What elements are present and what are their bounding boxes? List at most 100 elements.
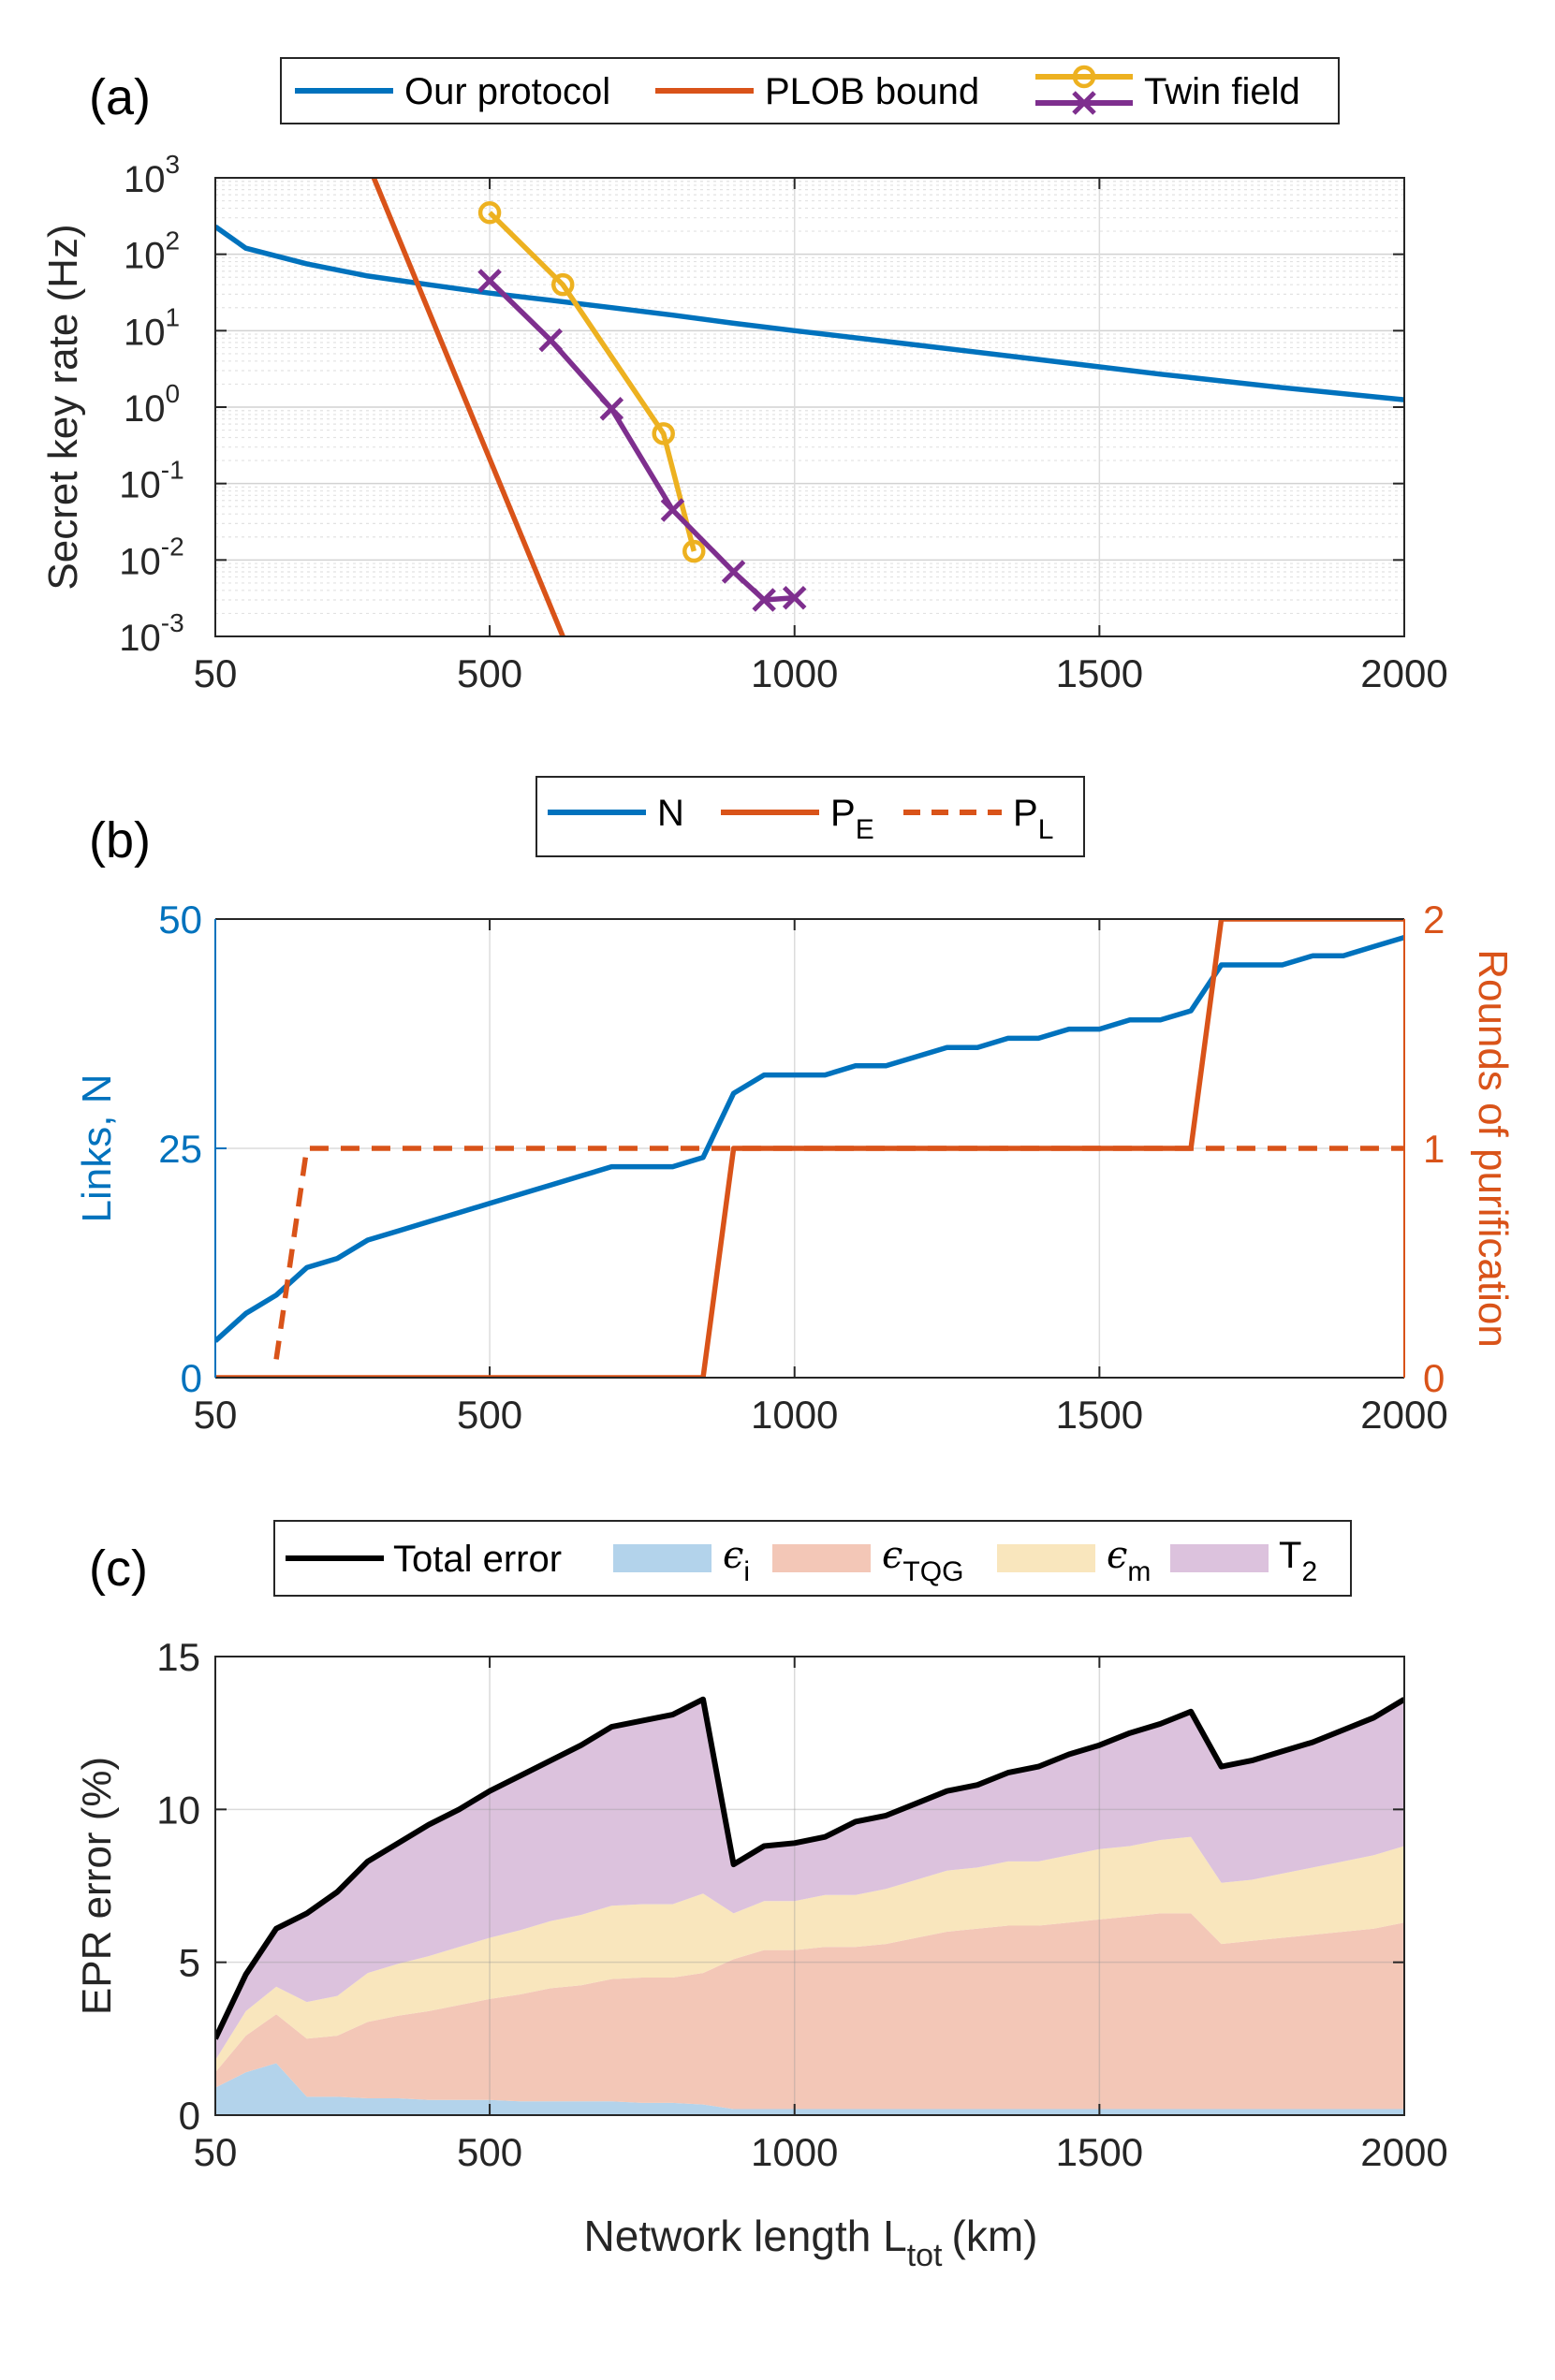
y-tick-exponent: 3 [165, 150, 180, 179]
data-point-x [538, 328, 563, 353]
y-tick-label: 10-3 [119, 608, 183, 659]
stacked-area-1 [215, 1913, 1404, 2110]
y-tick-mantissa: 10 [119, 618, 161, 659]
legend-c: Total error ϵi ϵTQG ϵm T2 [273, 1520, 1352, 1597]
series-line-1 [371, 178, 565, 636]
data-point-circle [682, 539, 706, 563]
y-tick-exponent: -1 [161, 456, 184, 485]
y-tick-label: 0 [179, 2094, 200, 2138]
panel-c-label: (c) [89, 1540, 148, 1597]
x-tick-label: 1500 [1056, 651, 1143, 695]
data-point-x [752, 588, 776, 612]
axes-box [214, 1656, 1405, 2116]
y-tick-label: 10-2 [119, 532, 183, 582]
legend-c-etqg-sub: TQG [902, 1556, 963, 1587]
stacked-area-0 [215, 2063, 1404, 2115]
series-line-0 [215, 934, 1404, 1343]
panel-c-chart: 0 5 10 15 50 500 1000 1500 2000 [156, 1635, 1447, 2174]
panel-c-series [215, 1699, 1404, 2115]
y-tick-label-left: 0 [181, 1356, 202, 1400]
y-tick-mantissa: 10 [124, 236, 166, 277]
legend-c-em-main: ϵ [1107, 1534, 1127, 1577]
y-tick-label-right: 2 [1423, 898, 1445, 942]
x-tick-label: 500 [457, 1393, 522, 1437]
y-tick-label: 102 [124, 226, 180, 277]
panel-b-series [215, 919, 1404, 1378]
y-tick-mantissa: 10 [119, 465, 161, 506]
legend-b-label-pe: PE [830, 793, 874, 845]
legend-a-label-plob: PLOB bound [765, 71, 979, 112]
y-tick-mantissa: 10 [119, 541, 161, 582]
axes-box [214, 177, 1405, 637]
legend-a-box [280, 57, 1340, 124]
legend-b-pl-sub: L [1038, 814, 1054, 845]
y-tick-mantissa: 10 [124, 388, 166, 430]
legend-b-label-pl: PL [1013, 793, 1053, 845]
y-tick-label-left: 25 [158, 1127, 202, 1171]
legend-b-pl-main: P [1013, 793, 1038, 834]
data-point-circle [550, 272, 575, 297]
xlabel-unit: (km) [952, 2212, 1038, 2260]
data-point-x [599, 397, 624, 421]
legend-c-label-total: Total error [393, 1539, 562, 1580]
y-tick-mantissa: 10 [124, 312, 166, 353]
panel-b-ylabel-right: Rounds of purification [1470, 949, 1516, 1348]
y-tick-label: 5 [179, 1941, 200, 1985]
legend-c-swatch-etqg [772, 1544, 871, 1572]
data-point-x [660, 498, 685, 522]
x-tick-label: 500 [457, 651, 522, 695]
legend-b-pe-sub: E [856, 814, 874, 845]
x-tick-label: 1500 [1056, 2130, 1143, 2174]
legend-a-marker-x [1072, 91, 1096, 115]
legend-c-em-sub: m [1127, 1556, 1151, 1587]
legend-c-label-etqg: ϵTQG [882, 1534, 963, 1587]
y-tick-exponent: -2 [161, 532, 184, 561]
legend-a: Our protocol PLOB bound Twin field [280, 57, 1340, 124]
x-tick-label: 1000 [751, 2130, 838, 2174]
panel-c-xlabel: Network length Ltot (km) [584, 2212, 1038, 2273]
data-point-circle [652, 422, 675, 445]
data-point-x [782, 585, 807, 610]
legend-c-t2-sub: 2 [1301, 1556, 1317, 1587]
stacked-area-2 [215, 1836, 1404, 2073]
x-tick-label: 50 [194, 2130, 238, 2174]
y-tick-label: 10-1 [119, 456, 183, 506]
legend-a-label-twin: Twin field [1144, 71, 1300, 112]
panel-b-ylabel-left: Links, N [74, 1074, 120, 1223]
legend-c-swatch-em [997, 1544, 1095, 1572]
y-tick-label-right: 1 [1423, 1127, 1445, 1171]
x-tick-label: 2000 [1360, 2130, 1447, 2174]
data-point-x [721, 560, 746, 584]
series-line-2 [273, 1146, 1404, 1360]
y-tick-label-right: 0 [1423, 1356, 1445, 1400]
legend-b-pe-main: P [830, 793, 856, 834]
legend-c-swatch-ei [613, 1544, 711, 1572]
legend-c-ei-main: ϵ [723, 1534, 743, 1577]
xlabel-sub: tot [907, 2238, 943, 2273]
y-tick-exponent: 0 [165, 379, 180, 408]
data-point-circle [477, 200, 502, 225]
x-tick-label: 50 [194, 651, 238, 695]
legend-b-label-n: N [657, 793, 684, 834]
y-tick-exponent: -3 [161, 608, 184, 637]
legend-b: N PE PL [535, 776, 1085, 857]
y-tick-mantissa: 10 [124, 159, 166, 200]
legend-c-t2-main: T [1279, 1535, 1301, 1576]
panel-a-series [215, 178, 1404, 636]
y-tick-label: 100 [124, 379, 180, 430]
panel-b-label: (b) [89, 812, 151, 869]
x-tick-label: 500 [457, 2130, 522, 2174]
x-tick-label: 2000 [1360, 651, 1447, 695]
y-tick-label: 101 [124, 302, 180, 353]
panel-a-label: (a) [89, 69, 151, 125]
legend-a-label-our: Our protocol [404, 71, 610, 112]
xlabel-main: Network length L [584, 2212, 907, 2260]
y-tick-label: 15 [156, 1635, 200, 1679]
x-tick-label: 50 [194, 1393, 238, 1437]
y-tick-label: 103 [124, 150, 180, 200]
legend-c-label-ei: ϵi [723, 1534, 750, 1587]
legend-c-label-t2: T2 [1279, 1535, 1317, 1587]
y-tick-label: 10 [156, 1788, 200, 1832]
